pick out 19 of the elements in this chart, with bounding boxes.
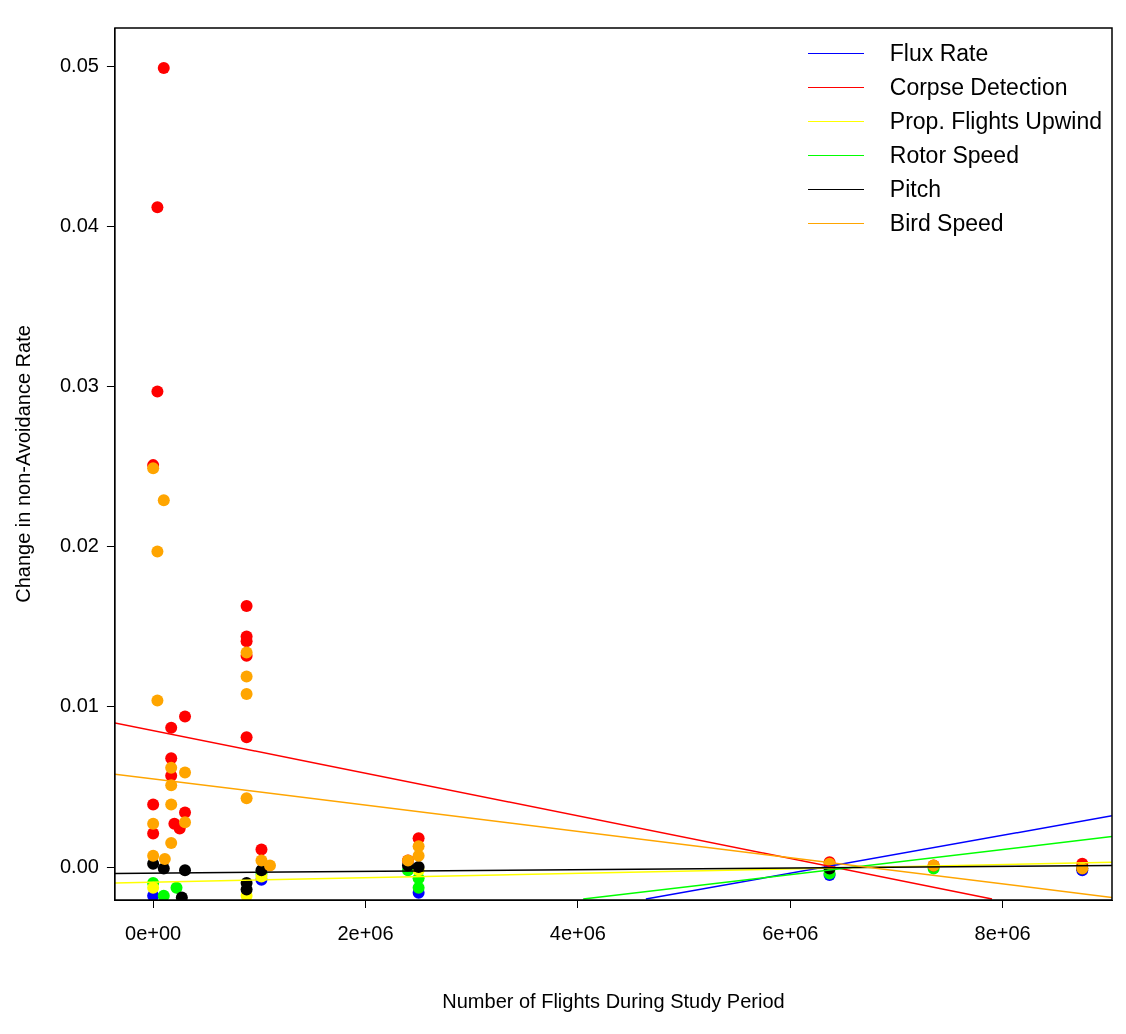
y-axis-title: Change in non-Avoidance Rate — [11, 325, 34, 603]
x-axis-title: Number of Flights During Study Period — [442, 989, 785, 1012]
x-tick-label: 2e+06 — [337, 921, 394, 944]
y-tick-label: 0.05 — [59, 53, 99, 76]
legend-label: Pitch — [889, 175, 941, 204]
legend-label: Prop. Flights Upwind — [889, 107, 1102, 136]
y-tick-label: 0.03 — [59, 374, 99, 397]
legend-label: Flux Rate — [889, 39, 989, 68]
legend-label: Corpse Detection — [889, 73, 1068, 102]
x-tick-label: 6e+06 — [762, 921, 819, 944]
x-tick-label: 4e+06 — [549, 921, 606, 944]
x-tick-label: 8e+06 — [974, 921, 1031, 944]
y-tick-label: 0.00 — [59, 854, 99, 877]
x-tick-label: 0e+00 — [125, 921, 182, 944]
legend-label: Bird Speed — [889, 209, 1004, 238]
y-tick-label: 0.02 — [59, 534, 99, 557]
legend-label: Rotor Speed — [889, 141, 1019, 170]
y-tick-label: 0.04 — [59, 214, 99, 237]
y-tick-label: 0.01 — [59, 694, 99, 717]
